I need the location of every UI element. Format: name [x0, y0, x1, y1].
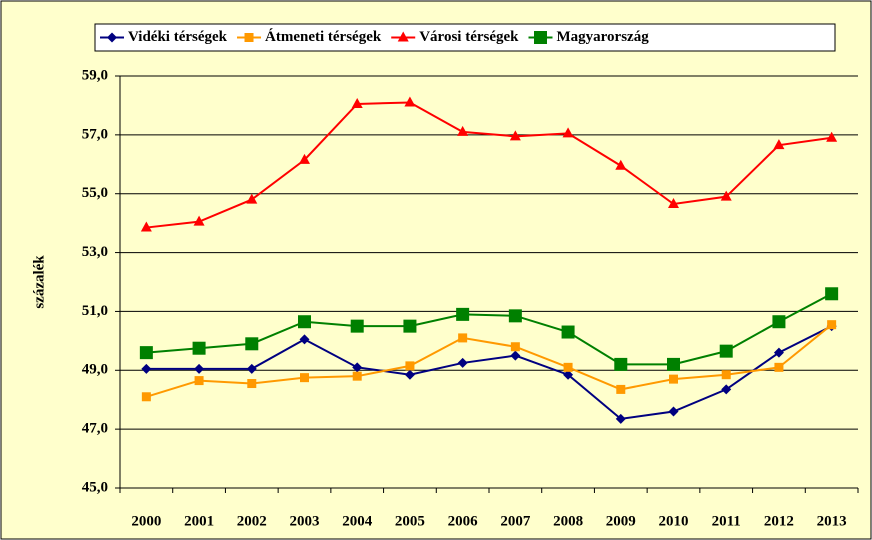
marker — [351, 97, 363, 108]
marker — [457, 125, 469, 136]
marker — [669, 374, 678, 384]
legend-label: Vidéki térségek — [128, 29, 228, 45]
line — [146, 292, 833, 366]
legend-label: Városi térségek — [419, 29, 519, 45]
marker — [510, 342, 520, 352]
legend-box — [94, 23, 836, 52]
marker — [668, 406, 679, 417]
x-tick-label: 2005 — [395, 513, 425, 529]
x-tick-label: 2002 — [237, 513, 267, 529]
marker — [403, 319, 417, 333]
marker — [457, 357, 468, 368]
y-tick-label: 49,0 — [82, 362, 108, 378]
marker — [614, 357, 628, 371]
x-tick-label: 2013 — [817, 513, 847, 529]
marker — [350, 319, 364, 333]
marker — [397, 31, 409, 42]
marker — [774, 362, 784, 372]
legend-label: Átmeneti térségek — [265, 28, 382, 45]
marker — [825, 287, 839, 301]
x-tick-label: 2001 — [184, 513, 214, 529]
x-tick-label: 2012 — [764, 513, 794, 529]
y-tick-label: 57,0 — [82, 126, 108, 142]
x-tick-label: 2010 — [659, 513, 689, 529]
marker — [508, 309, 522, 323]
y-tick-label: 51,0 — [82, 303, 108, 319]
marker — [534, 31, 547, 44]
marker — [667, 357, 680, 371]
marker — [721, 370, 731, 380]
y-tick-label: 53,0 — [82, 244, 108, 260]
marker — [562, 127, 574, 138]
line — [146, 101, 832, 229]
marker — [244, 33, 254, 42]
marker — [299, 334, 310, 345]
legend-label: Magyarország — [557, 29, 650, 45]
marker — [352, 371, 362, 381]
x-tick-label: 2006 — [448, 513, 479, 529]
x-tick-label: 2000 — [131, 513, 161, 529]
marker — [826, 131, 838, 142]
marker — [193, 215, 205, 226]
marker — [615, 159, 627, 170]
marker — [719, 344, 733, 358]
marker — [561, 325, 575, 339]
marker — [141, 392, 151, 402]
marker — [827, 320, 837, 330]
marker — [247, 379, 257, 389]
marker — [773, 347, 784, 358]
marker — [194, 363, 205, 374]
marker — [245, 337, 259, 351]
x-tick-label: 2008 — [553, 513, 583, 529]
marker — [615, 413, 626, 424]
line — [146, 323, 833, 398]
marker — [107, 32, 117, 43]
y-tick-label: 59,0 — [82, 67, 108, 83]
marker — [140, 221, 152, 232]
marker — [404, 369, 415, 380]
marker — [772, 315, 786, 329]
marker — [563, 362, 573, 372]
marker — [616, 384, 626, 394]
marker — [563, 369, 574, 380]
marker — [668, 198, 679, 209]
marker — [404, 96, 416, 107]
x-tick-label: 2003 — [290, 513, 320, 529]
marker — [405, 361, 415, 371]
y-tick-label: 47,0 — [82, 421, 108, 437]
marker — [721, 384, 732, 395]
marker — [300, 373, 309, 383]
y-tick-label: 45,0 — [82, 479, 108, 495]
marker — [141, 363, 152, 374]
marker — [298, 315, 311, 329]
marker — [352, 362, 363, 373]
marker — [139, 346, 153, 360]
x-tick-label: 2009 — [606, 513, 636, 529]
marker — [246, 193, 258, 204]
marker — [246, 363, 257, 374]
line — [146, 325, 833, 420]
marker — [458, 333, 468, 343]
x-tick-label: 2007 — [500, 513, 531, 529]
y-tick-label: 55,0 — [82, 185, 108, 201]
marker — [773, 139, 785, 150]
marker — [509, 130, 521, 141]
marker — [510, 350, 521, 361]
y-axis-label: százalék — [31, 255, 47, 309]
x-tick-label: 2004 — [342, 513, 373, 529]
x-tick-label: 2011 — [712, 513, 741, 529]
marker — [194, 376, 204, 386]
marker — [720, 190, 732, 201]
marker — [456, 307, 470, 321]
marker — [192, 341, 206, 355]
marker — [299, 153, 310, 164]
